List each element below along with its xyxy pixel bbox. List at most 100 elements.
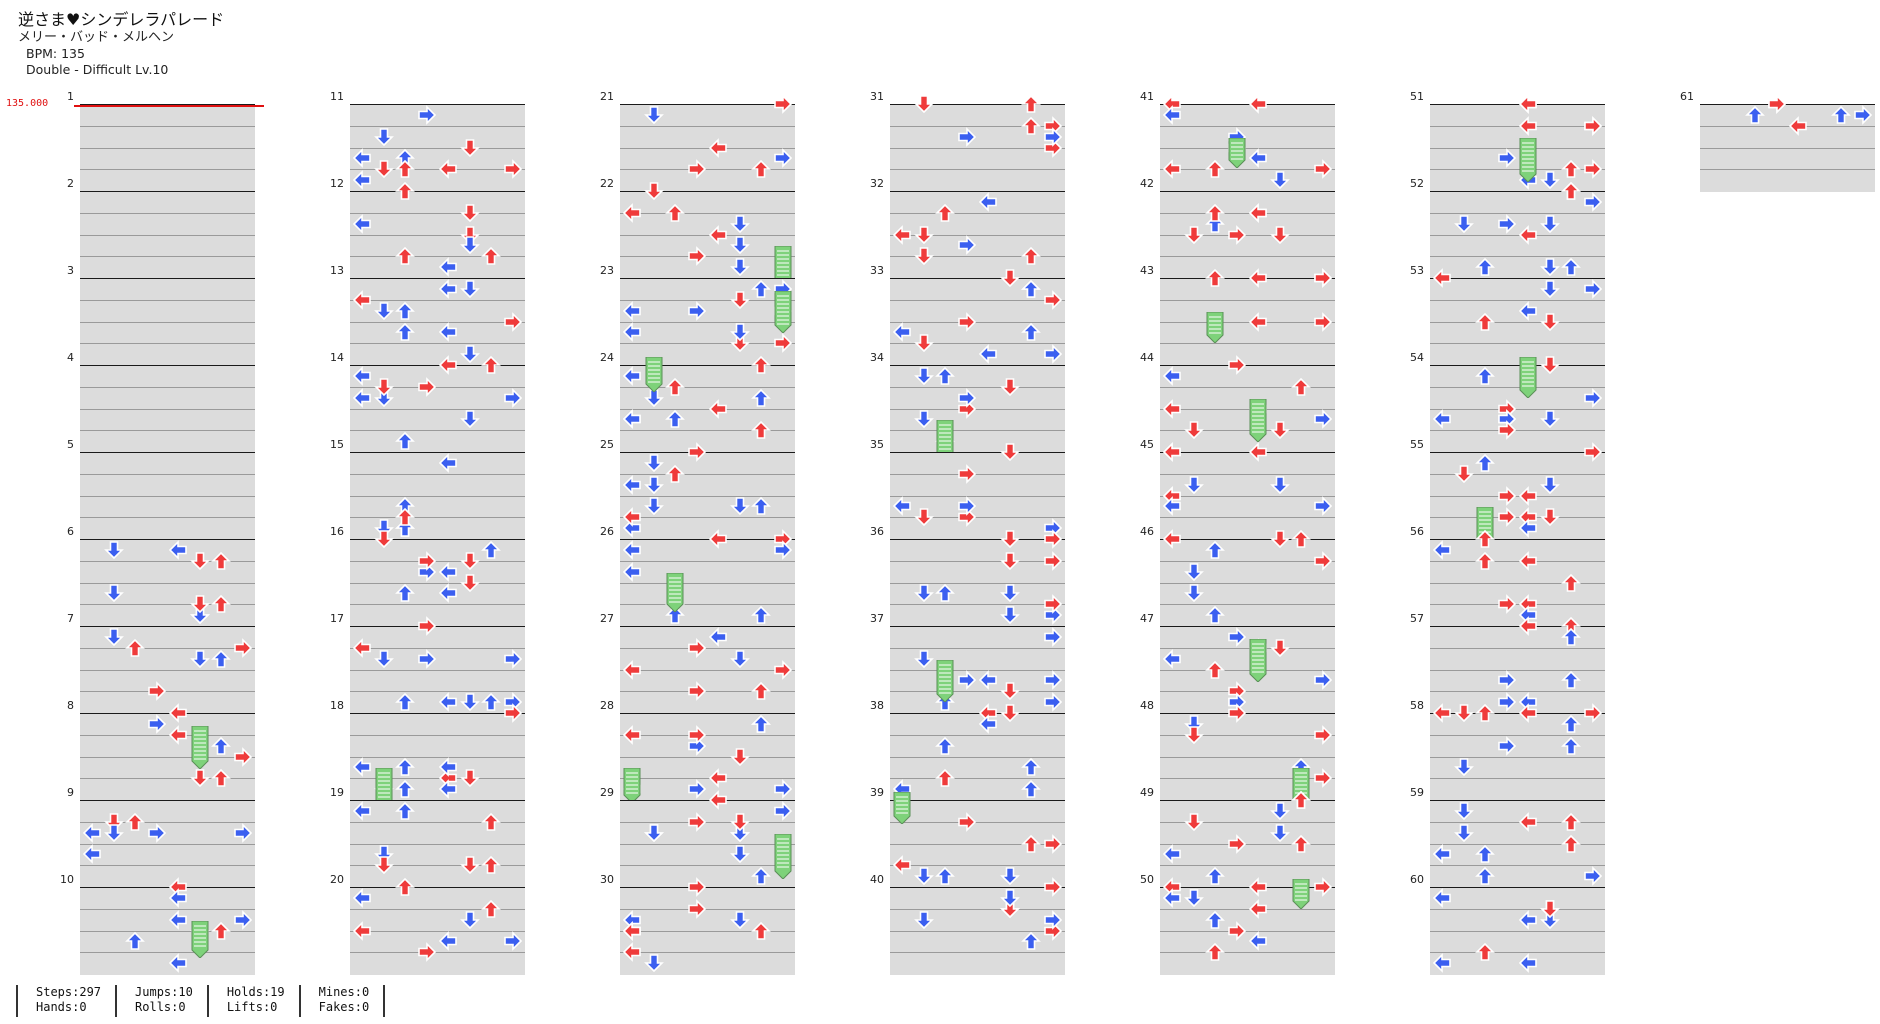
beat-band (890, 431, 1065, 454)
measure-line (890, 887, 1065, 888)
beat-band (1430, 627, 1605, 649)
beat-line (890, 647, 1065, 649)
beat-line (1430, 234, 1605, 236)
beat-band (620, 605, 795, 628)
measure-number: 60 (1410, 873, 1424, 886)
measure-line (80, 539, 255, 540)
beat-line (890, 865, 1065, 867)
arrow-icon (1021, 94, 1041, 114)
beat-band (1160, 561, 1335, 584)
beat-band (1430, 692, 1605, 715)
arrow-icon (935, 866, 955, 886)
beat-band (890, 953, 1065, 976)
arrow-icon (1475, 703, 1495, 723)
arrow-icon (1021, 834, 1041, 854)
arrow-icon (999, 268, 1020, 288)
arrow-icon (373, 301, 394, 321)
arrow-icon (395, 801, 415, 821)
beat-band (620, 670, 795, 693)
beat-band (350, 692, 525, 715)
arrow-icon (168, 909, 188, 930)
beat-line (1430, 843, 1605, 845)
beat-line (620, 604, 795, 606)
arrow-icon (1269, 170, 1290, 190)
beat-band (1430, 170, 1605, 193)
arrow-icon (352, 365, 372, 386)
beat-band (1160, 496, 1335, 519)
measure-line (350, 887, 525, 888)
beat-band (1160, 670, 1335, 693)
arrow-icon (459, 551, 480, 571)
arrow-icon (1291, 377, 1311, 397)
arrow-icon (622, 202, 642, 223)
beat-line (1430, 756, 1605, 758)
beat-band (1160, 518, 1335, 541)
beat-band (890, 366, 1065, 388)
arrow-icon (82, 822, 102, 843)
measure-number: 36 (870, 525, 884, 538)
arrow-icon (1539, 257, 1560, 277)
arrow-icon (211, 551, 231, 571)
beat-band (80, 648, 255, 671)
arrow-icon (1432, 844, 1452, 865)
measure-line (1700, 104, 1875, 105)
measure-line (1160, 539, 1335, 540)
beat-line (1160, 756, 1335, 758)
arrow-icon (687, 724, 707, 745)
beat-line (350, 473, 525, 475)
arrow-icon (665, 464, 685, 484)
arrow-icon (1561, 736, 1581, 756)
arrow-icon (643, 496, 664, 516)
song-header: 逆さま♥シンデレラパレード メリー・バッド・メルヘン BPM: 135 Doub… (18, 10, 224, 78)
arrow-icon (999, 703, 1020, 723)
arrow-icon (1043, 909, 1063, 930)
beat-band (620, 909, 795, 932)
arrow-icon (1497, 420, 1517, 441)
arrow-icon (1248, 877, 1268, 897)
measure-line (1160, 104, 1335, 105)
beat-band (620, 931, 795, 954)
beat-band (1430, 300, 1605, 323)
beat-band (1160, 866, 1335, 889)
arrow-icon (729, 322, 750, 342)
beat-line (1430, 952, 1605, 954)
arrow-icon (999, 377, 1020, 397)
beat-band (1160, 822, 1335, 845)
arrow-icon (665, 605, 685, 625)
beat-band (890, 909, 1065, 932)
arrow-icon (913, 866, 934, 886)
beat-line (620, 865, 795, 867)
measure-line (350, 626, 525, 627)
beat-band (350, 409, 525, 432)
beat-band (1160, 170, 1335, 193)
arrow-icon (233, 746, 253, 767)
hold-freeze-icon (191, 920, 209, 959)
beat-band (80, 431, 255, 454)
arrow-icon (957, 670, 977, 691)
arrow-icon (1043, 833, 1063, 854)
arrow-icon (687, 637, 707, 658)
arrow-icon (687, 246, 707, 267)
arrow-icon (103, 823, 124, 843)
arrow-icon (1313, 496, 1333, 517)
beat-band (890, 496, 1065, 519)
beat-line (1160, 234, 1335, 236)
measure-line (890, 104, 1065, 105)
measure-line (80, 191, 255, 192)
beat-line (1430, 560, 1605, 562)
beat-band (620, 213, 795, 236)
arrow-icon (189, 649, 210, 669)
arrow-icon (1183, 812, 1204, 832)
arrow-icon (999, 605, 1020, 625)
measure-number: 13 (330, 264, 344, 277)
measure-line (620, 539, 795, 540)
beat-band (1160, 648, 1335, 671)
stat-group-holds: Holds:19 Lifts:0 (206, 985, 299, 1017)
arrow-icon (913, 507, 934, 527)
measure-line (350, 365, 525, 366)
beat-band (1700, 105, 1875, 127)
beat-line (1430, 212, 1605, 214)
beat-band (80, 257, 255, 280)
beat-line (350, 321, 525, 323)
arrow-icon (1561, 812, 1581, 832)
